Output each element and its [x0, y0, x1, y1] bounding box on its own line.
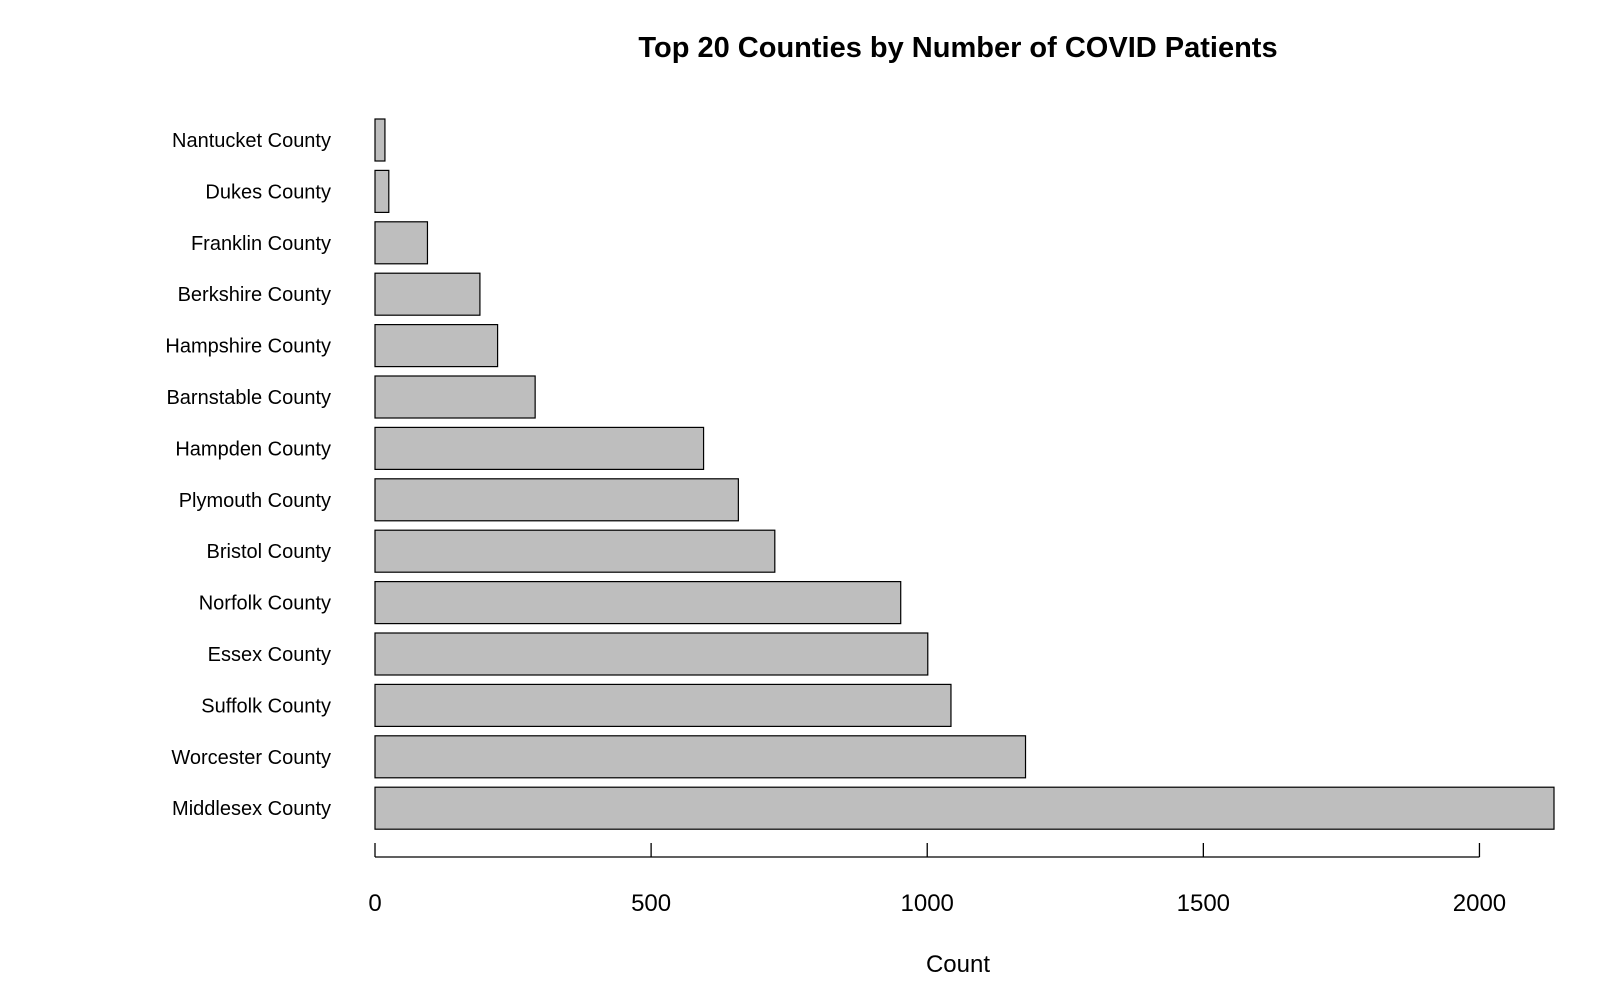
bar	[374, 478, 739, 522]
bar	[374, 632, 929, 676]
bar	[374, 580, 902, 625]
category-label: Nantucket County	[172, 130, 331, 152]
bar	[374, 375, 536, 419]
bar	[374, 118, 386, 162]
category-label: Middlesex County	[172, 798, 331, 820]
x-tick-label: 0	[368, 890, 381, 917]
x-tick-label: 2000	[1453, 890, 1506, 917]
x-tick-label: 1000	[901, 890, 954, 917]
x-axis-title: Count	[926, 951, 990, 978]
bar	[374, 786, 1555, 830]
category-label: Franklin County	[191, 233, 331, 255]
category-label: Suffolk County	[201, 695, 331, 717]
category-label: Hampden County	[175, 438, 331, 460]
bar	[374, 735, 1027, 779]
category-label: Barnstable County	[166, 387, 331, 409]
category-label: Bristol County	[207, 541, 332, 563]
bar	[374, 221, 429, 265]
chart-title: Top 20 Counties by Number of COVID Patie…	[638, 32, 1277, 64]
bar	[374, 529, 776, 573]
bar	[374, 683, 952, 728]
x-axis: 0 500 1000 1500 2000	[368, 843, 1506, 917]
category-label: Norfolk County	[199, 593, 331, 615]
x-tick-label: 1500	[1177, 890, 1230, 917]
bar	[374, 169, 390, 213]
x-tick-label: 500	[631, 890, 671, 917]
category-label: Essex County	[208, 644, 331, 666]
bar	[374, 426, 705, 470]
category-labels: Nantucket County Dukes County Franklin Cou…	[165, 130, 331, 820]
category-label: Dukes County	[205, 181, 331, 203]
bar	[374, 272, 481, 316]
category-label: Berkshire County	[178, 284, 331, 306]
bar	[374, 324, 499, 368]
category-label: Plymouth County	[179, 490, 331, 512]
category-label: Hampshire County	[165, 336, 331, 358]
category-label: Worcester County	[171, 747, 331, 769]
bars-group	[374, 118, 1555, 830]
